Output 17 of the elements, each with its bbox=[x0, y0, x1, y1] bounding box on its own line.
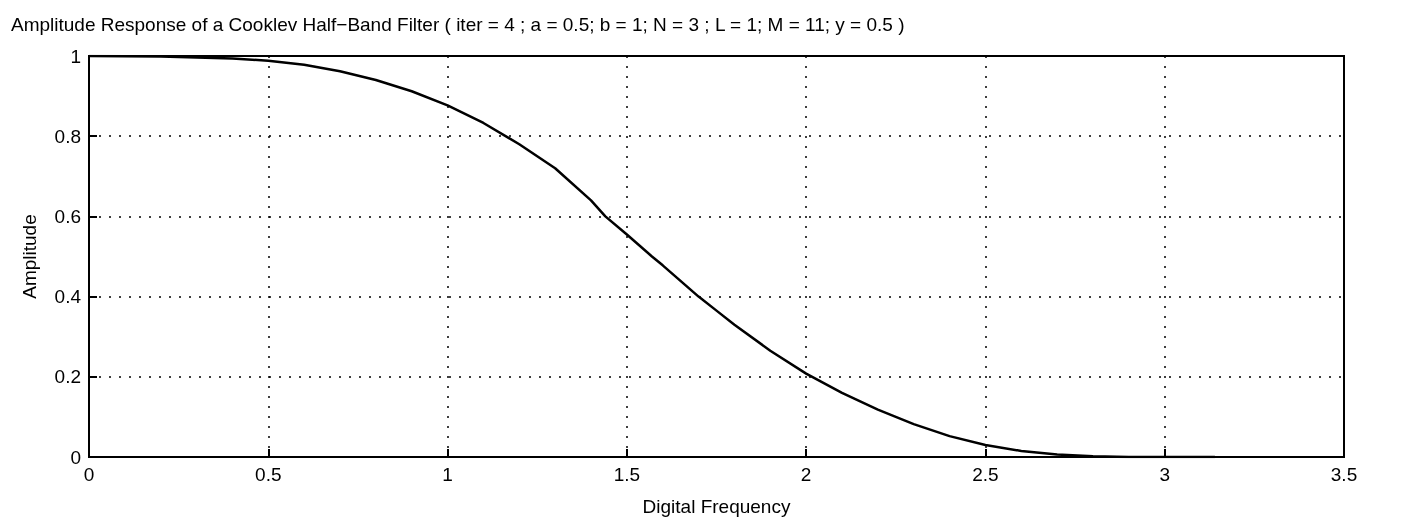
y-tick-label: 0.2 bbox=[54, 366, 81, 388]
chart-title: Amplitude Response of a Cooklev Half−Band Filter ( iter = 4 ; a = 0.5; b = 1; N = 3 ; L = 1; M = 11; y = 0.5 ) bbox=[11, 14, 905, 35]
y-tick-label: 0 bbox=[70, 446, 81, 468]
x-tick-label: 2.5 bbox=[972, 464, 999, 485]
x-tick-label: 1.5 bbox=[613, 464, 641, 485]
y-tick-label: 0.8 bbox=[54, 125, 81, 147]
x-tick-label: 3.5 bbox=[1330, 464, 1358, 485]
y-tick-label: 1 bbox=[70, 45, 81, 67]
y-tick-label: 0.4 bbox=[54, 286, 82, 308]
x-tick-label: 1 bbox=[442, 464, 453, 485]
x-tick-label: 0 bbox=[83, 464, 95, 485]
x-axis-title: Digital Frequency bbox=[642, 496, 791, 517]
x-tick-label: 0.5 bbox=[255, 464, 282, 485]
y-tick-label: 0.6 bbox=[54, 205, 81, 227]
x-tick-label: 2 bbox=[800, 464, 812, 485]
y-axis-title: Amplitude bbox=[19, 214, 40, 299]
x-tick-label: 3 bbox=[1159, 464, 1170, 485]
